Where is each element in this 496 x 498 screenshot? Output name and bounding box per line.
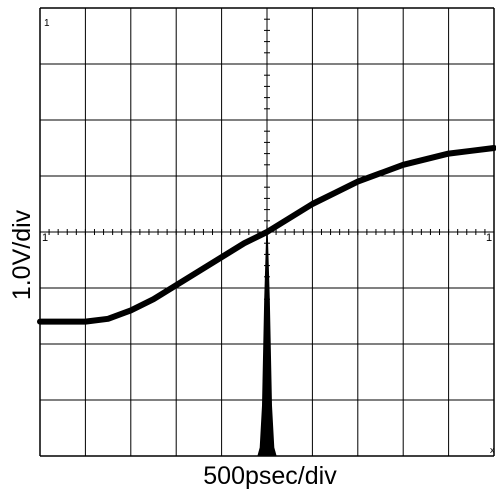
top-left-marker: 1: [44, 18, 50, 29]
channel-markers: 1 1 1 x: [42, 18, 495, 455]
center-left-marker: 1: [42, 232, 48, 244]
jitter-histogram: [257, 223, 277, 457]
x-axis-label: 500psec/div: [203, 462, 337, 490]
bottom-right-marker: x: [490, 445, 495, 455]
y-axis-label: 1.0V/div: [8, 209, 36, 301]
plot-area: [37, 145, 496, 457]
right-center-marker: 1: [486, 232, 492, 244]
